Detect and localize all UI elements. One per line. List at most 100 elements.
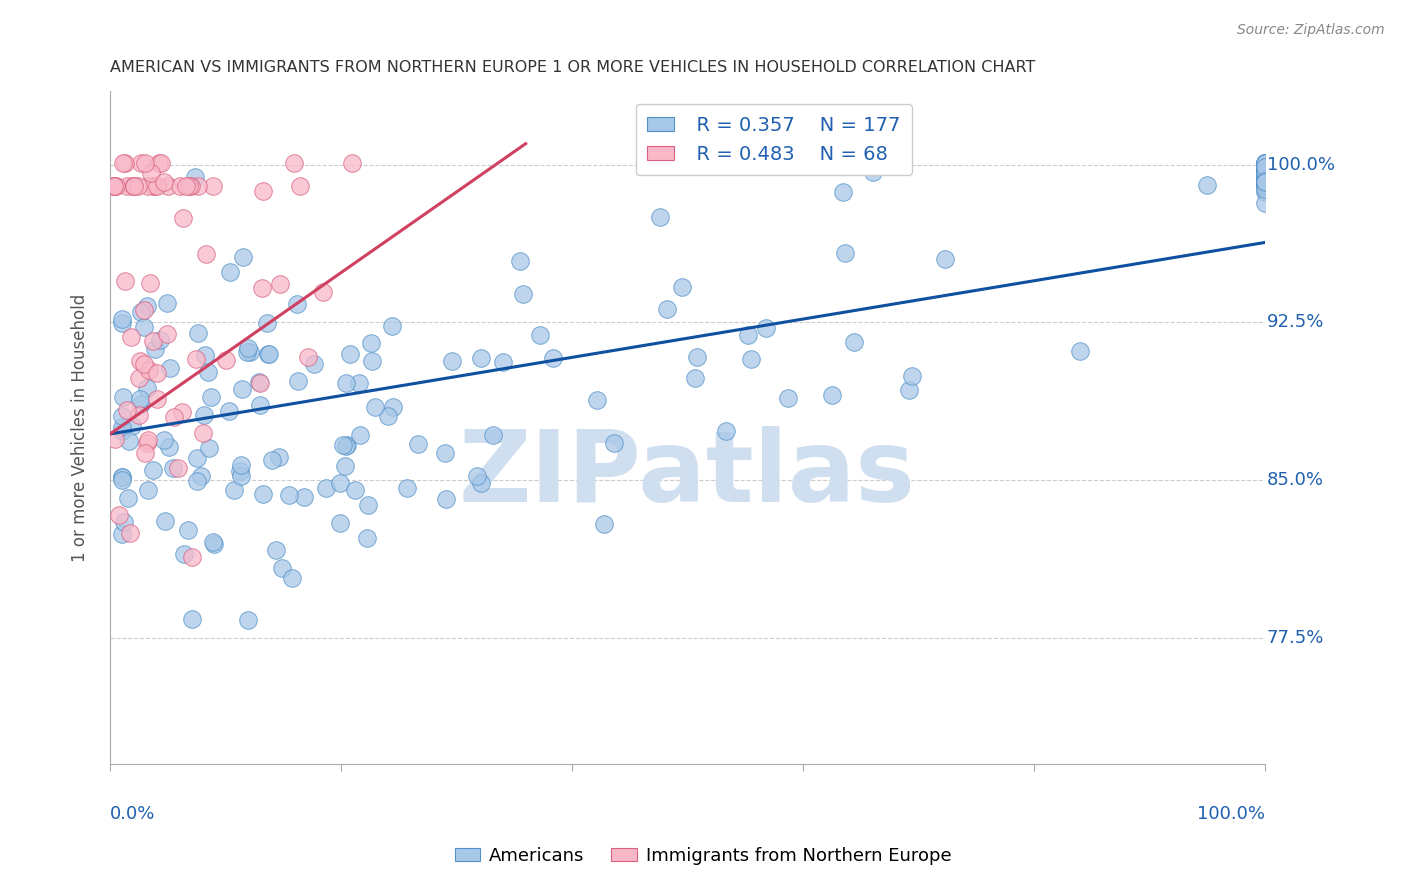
Point: [347, 376, 370, 390]
Point: [356, 532, 378, 546]
Point: [377, 409, 399, 423]
Point: [264, 543, 287, 558]
Point: [381, 400, 404, 414]
Point: [1253, 175, 1275, 189]
Point: [229, 464, 252, 478]
Point: [1253, 180, 1275, 194]
Point: [180, 178, 202, 193]
Point: [441, 354, 464, 368]
Point: [1253, 162, 1275, 177]
Point: [236, 345, 259, 359]
Point: [339, 346, 361, 360]
Point: [131, 305, 153, 319]
Point: [103, 178, 125, 193]
Point: [529, 327, 551, 342]
Point: [111, 155, 134, 169]
Point: [1253, 155, 1275, 169]
Point: [256, 316, 278, 330]
Point: [381, 319, 404, 334]
Point: [285, 297, 308, 311]
Point: [187, 326, 209, 341]
Point: [832, 185, 855, 199]
Point: [191, 425, 214, 440]
Point: [897, 383, 920, 397]
Point: [509, 254, 531, 268]
Point: [1253, 169, 1275, 183]
Point: [110, 312, 132, 326]
Point: [1253, 161, 1275, 176]
Point: [287, 374, 309, 388]
Point: [1253, 166, 1275, 180]
Point: [252, 281, 274, 295]
Point: [108, 508, 131, 522]
Point: [492, 355, 515, 369]
Point: [1253, 182, 1275, 196]
Point: [1253, 177, 1275, 191]
Point: [118, 526, 141, 541]
Point: [297, 351, 319, 365]
Point: [257, 347, 280, 361]
Point: [1253, 169, 1275, 184]
Point: [249, 376, 271, 390]
Point: [134, 155, 156, 169]
Point: [1253, 174, 1275, 188]
Point: [232, 251, 254, 265]
Point: [110, 316, 132, 330]
Point: [200, 390, 222, 404]
Text: AMERICAN VS IMMIGRANTS FROM NORTHERN EUROPE 1 OR MORE VEHICLES IN HOUSEHOLD CORR: AMERICAN VS IMMIGRANTS FROM NORTHERN EUR…: [110, 60, 1035, 75]
Point: [470, 475, 492, 490]
Point: [236, 614, 259, 628]
Point: [184, 352, 207, 367]
Point: [174, 178, 197, 193]
Point: [153, 434, 176, 448]
Point: [149, 333, 172, 347]
Point: [194, 348, 217, 362]
Point: [142, 463, 165, 477]
Point: [118, 434, 141, 448]
Point: [120, 330, 142, 344]
Point: [1253, 155, 1275, 169]
Point: [121, 178, 143, 193]
Point: [292, 491, 315, 505]
Point: [153, 175, 176, 189]
Text: 85.0%: 85.0%: [1267, 471, 1324, 489]
Point: [349, 428, 371, 442]
Point: [172, 405, 194, 419]
Point: [281, 571, 304, 585]
Point: [512, 287, 534, 301]
Point: [302, 357, 325, 371]
Point: [138, 362, 160, 376]
Point: [333, 458, 356, 473]
Point: [128, 408, 150, 422]
Point: [187, 178, 209, 193]
Point: [156, 295, 179, 310]
Point: [114, 515, 136, 529]
Point: [434, 446, 457, 460]
Point: [236, 341, 259, 355]
Point: [290, 178, 312, 193]
Point: [1253, 158, 1275, 172]
Point: [603, 436, 626, 450]
Point: [269, 277, 291, 291]
Point: [202, 535, 225, 549]
Point: [821, 388, 844, 402]
Point: [184, 169, 207, 184]
Point: [104, 178, 127, 193]
Point: [135, 436, 157, 450]
Point: [177, 178, 200, 193]
Point: [283, 155, 305, 169]
Point: [1253, 161, 1275, 176]
Point: [1253, 156, 1275, 170]
Point: [900, 369, 922, 384]
Point: [110, 470, 132, 484]
Point: [1253, 178, 1275, 192]
Point: [136, 483, 159, 498]
Point: [117, 491, 139, 505]
Point: [169, 178, 191, 193]
Text: 0.0%: 0.0%: [110, 805, 156, 822]
Point: [172, 211, 194, 225]
Point: [122, 178, 145, 193]
Legend:   R = 0.357    N = 177,   R = 0.483    N = 68: R = 0.357 N = 177, R = 0.483 N = 68: [636, 104, 912, 175]
Point: [357, 498, 380, 512]
Point: [103, 178, 125, 193]
